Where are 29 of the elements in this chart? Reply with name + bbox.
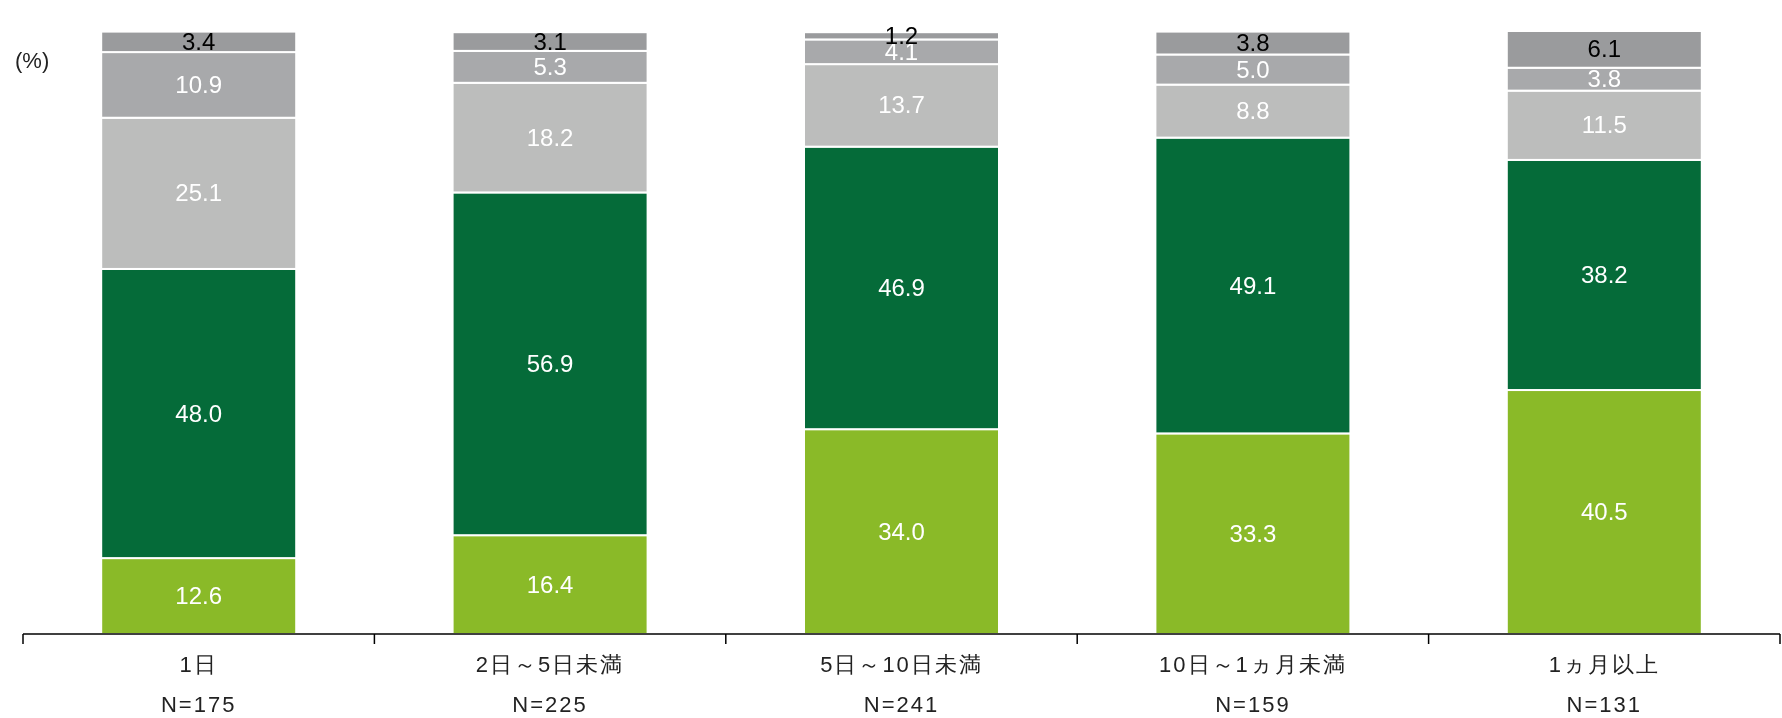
data-label: 38.2	[1580, 260, 1628, 288]
data-label: 25.1	[175, 179, 223, 207]
data-label: 40.5	[1580, 498, 1628, 526]
data-label: 3.8	[1587, 65, 1621, 93]
x-tick-label: 10日～1ヵ月未満 N=159	[1159, 652, 1347, 717]
x-tick-label: 5日～10日未満 N=241	[820, 652, 983, 717]
data-label: 5.3	[533, 52, 567, 80]
data-label: 8.8	[1236, 97, 1270, 125]
data-label: 12.6	[175, 582, 223, 610]
x-tick-label: 2日～5日未満 N=225	[475, 652, 625, 717]
data-label: 48.0	[175, 399, 223, 427]
data-label: 16.4	[526, 570, 574, 598]
data-label: 6.1	[1587, 35, 1621, 63]
data-label: 11.5	[1581, 111, 1627, 139]
data-label: 56.9	[526, 349, 574, 377]
data-label: 5.0	[1236, 55, 1270, 83]
data-label: 13.7	[878, 91, 925, 119]
data-label: 46.9	[878, 273, 925, 301]
data-label: 3.1	[533, 27, 567, 55]
data-label: 49.1	[1229, 271, 1277, 299]
x-tick-label: 1日 N=175	[160, 652, 237, 717]
data-label: 34.0	[878, 517, 925, 545]
data-label: 3.8	[1236, 29, 1270, 57]
x-tick-label: 1ヵ月以上 N=131	[1548, 652, 1660, 717]
data-label: 10.9	[175, 70, 223, 98]
data-label: 33.3	[1229, 519, 1277, 547]
y-axis-title: (%)	[15, 48, 50, 73]
data-label: 18.2	[526, 123, 574, 151]
data-label: 3.4	[182, 27, 216, 55]
